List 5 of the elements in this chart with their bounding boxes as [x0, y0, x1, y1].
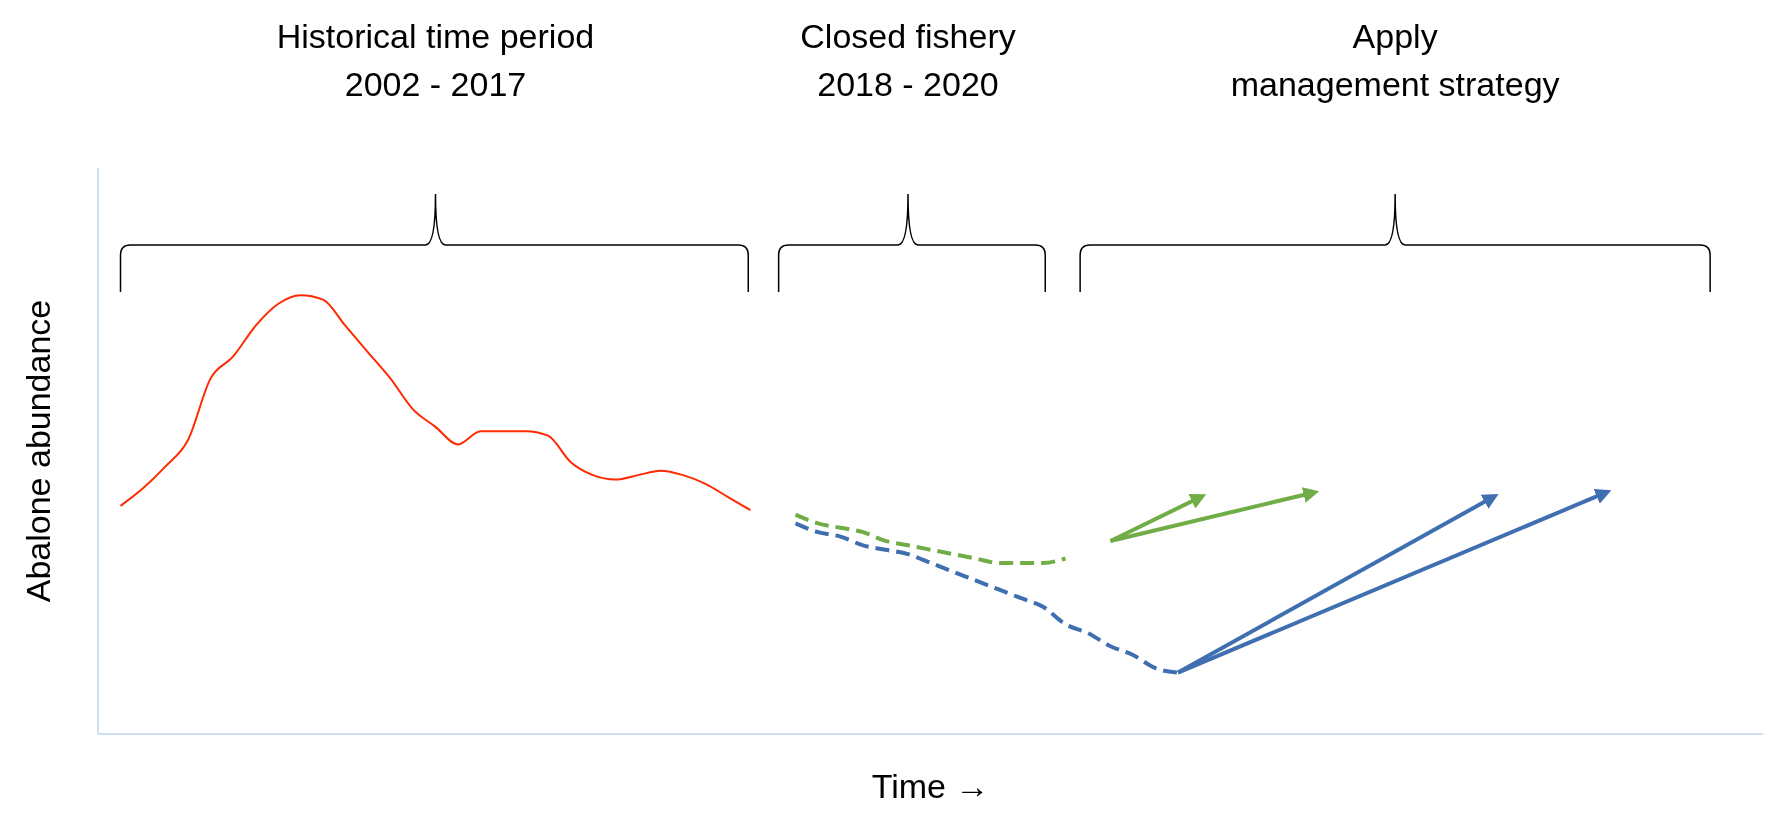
text: Closed fishery 2018 - 2020	[800, 17, 1016, 103]
text: Apply management strategy	[1230, 17, 1560, 103]
y-axis-title: Abalone abundance	[19, 299, 58, 603]
text: Historical time period 2002 - 2017	[276, 17, 595, 103]
x-axis-title: Time →	[871, 767, 990, 805]
